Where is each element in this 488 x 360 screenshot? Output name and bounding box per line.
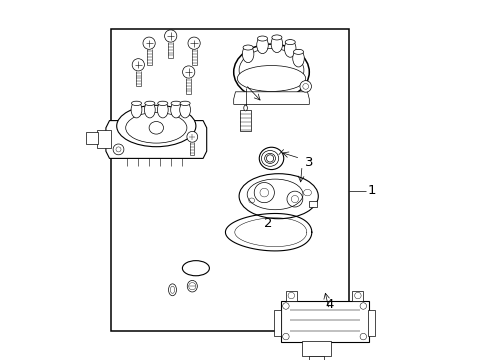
Ellipse shape — [271, 35, 282, 40]
Ellipse shape — [261, 150, 278, 166]
Circle shape — [266, 155, 273, 162]
Circle shape — [132, 59, 144, 71]
Text: 3: 3 — [305, 156, 313, 168]
Ellipse shape — [144, 102, 155, 118]
Polygon shape — [106, 121, 206, 158]
Ellipse shape — [144, 101, 155, 105]
Bar — [86, 132, 98, 144]
Ellipse shape — [168, 284, 176, 296]
Bar — [309, 201, 317, 207]
Bar — [111, 29, 348, 331]
Ellipse shape — [158, 101, 167, 105]
Circle shape — [113, 144, 123, 155]
Circle shape — [164, 30, 177, 42]
Circle shape — [142, 37, 155, 49]
Circle shape — [187, 37, 200, 49]
Ellipse shape — [247, 179, 303, 210]
Bar — [352, 291, 363, 301]
Bar — [273, 310, 281, 336]
Bar — [285, 291, 296, 301]
Ellipse shape — [157, 102, 168, 118]
Ellipse shape — [244, 105, 247, 111]
Ellipse shape — [257, 36, 267, 41]
Ellipse shape — [131, 101, 141, 105]
Ellipse shape — [259, 147, 283, 170]
Ellipse shape — [243, 45, 253, 50]
Ellipse shape — [256, 36, 268, 54]
Ellipse shape — [233, 44, 309, 100]
Text: 4: 4 — [324, 298, 333, 311]
Ellipse shape — [171, 101, 181, 105]
Ellipse shape — [125, 112, 186, 143]
Bar — [309, 356, 323, 360]
Ellipse shape — [170, 102, 181, 118]
Ellipse shape — [293, 49, 303, 54]
Ellipse shape — [239, 174, 318, 219]
Ellipse shape — [149, 122, 163, 134]
Ellipse shape — [264, 153, 275, 163]
Bar — [240, 110, 250, 131]
Ellipse shape — [187, 280, 197, 292]
Ellipse shape — [270, 35, 282, 53]
Ellipse shape — [179, 102, 190, 118]
Ellipse shape — [285, 40, 295, 45]
Ellipse shape — [117, 105, 196, 147]
Ellipse shape — [292, 50, 304, 67]
Circle shape — [186, 131, 197, 142]
Circle shape — [182, 66, 194, 78]
Bar — [280, 301, 368, 342]
Ellipse shape — [237, 66, 305, 91]
Ellipse shape — [180, 101, 190, 105]
Ellipse shape — [131, 102, 142, 118]
Text: 1: 1 — [367, 184, 376, 197]
Bar — [302, 341, 330, 356]
Polygon shape — [233, 92, 309, 104]
Bar — [97, 130, 110, 148]
Bar — [367, 310, 374, 336]
Ellipse shape — [284, 40, 295, 57]
Text: 2: 2 — [263, 217, 272, 230]
Ellipse shape — [242, 45, 253, 63]
Ellipse shape — [239, 49, 303, 92]
Circle shape — [299, 81, 311, 92]
